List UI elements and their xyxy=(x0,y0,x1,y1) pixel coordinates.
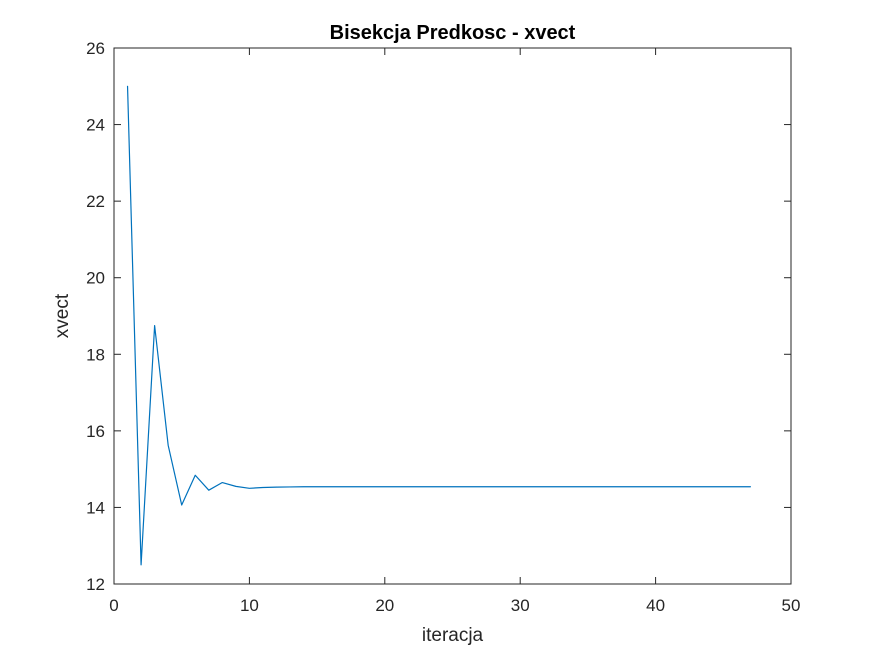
y-tick-label: 24 xyxy=(86,116,105,135)
tick-labels: 0 10 20 30 40 50 12 14 16 18 20 22 24 26 xyxy=(86,39,800,615)
y-tick-label: 16 xyxy=(86,422,105,441)
axes-box xyxy=(113,47,792,585)
series-group xyxy=(126,85,751,566)
x-tick-label: 0 xyxy=(109,596,118,615)
y-tick-label: 20 xyxy=(86,269,105,288)
x-tick-label: 50 xyxy=(782,596,801,615)
x-tick-label: 40 xyxy=(646,596,665,615)
series-line-xvect xyxy=(126,85,751,566)
y-tick-label: 14 xyxy=(86,498,105,517)
y-axis-label: xvect xyxy=(52,293,73,338)
x-tick-label: 30 xyxy=(511,596,530,615)
plot-area xyxy=(114,48,791,584)
y-tick-label: 18 xyxy=(86,345,105,364)
chart-title: Bisekcja Predkosc - xvect xyxy=(330,22,576,44)
y-tick-label: 12 xyxy=(86,575,105,594)
x-tick-label: 20 xyxy=(375,596,394,615)
y-tick-label: 22 xyxy=(86,192,105,211)
y-tick-label: 26 xyxy=(86,39,105,58)
x-axis-label: iteracja xyxy=(422,625,484,646)
x-tick-label: 10 xyxy=(240,596,259,615)
